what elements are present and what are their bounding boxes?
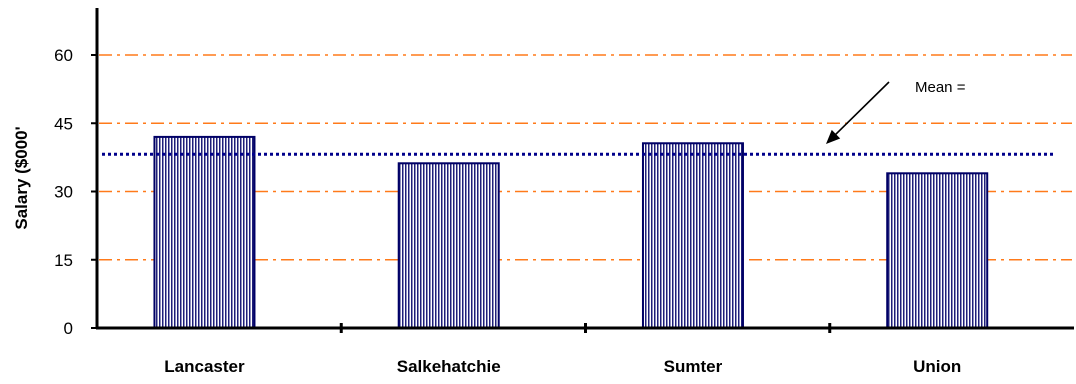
annotation-arrow-line xyxy=(831,81,890,139)
mean-annotation: Mean = xyxy=(826,79,966,144)
bars xyxy=(153,135,989,329)
bar xyxy=(641,142,744,329)
annotation-arrow-head xyxy=(826,129,841,144)
y-tick-label: 15 xyxy=(54,251,73,270)
bar xyxy=(153,135,256,329)
y-tick-label: 0 xyxy=(64,319,73,338)
x-category-label: Union xyxy=(913,357,961,376)
y-axis-title: Salary ($000' xyxy=(12,126,31,229)
bar xyxy=(397,162,500,329)
y-tick-labels: 0 15 30 45 60 xyxy=(54,46,97,338)
y-tick-label: 30 xyxy=(54,183,73,202)
category-labels: Lancaster Salkehatchie Sumter Union xyxy=(164,357,961,376)
bar xyxy=(886,172,989,329)
mean-annotation-label: Mean = xyxy=(915,79,966,96)
y-tick-label: 45 xyxy=(54,114,73,133)
x-category-label: Lancaster xyxy=(164,357,245,376)
x-tick-marks xyxy=(339,323,832,333)
x-category-label: Sumter xyxy=(664,357,723,376)
y-tick-label: 60 xyxy=(54,46,73,65)
x-category-label: Salkehatchie xyxy=(397,357,501,376)
